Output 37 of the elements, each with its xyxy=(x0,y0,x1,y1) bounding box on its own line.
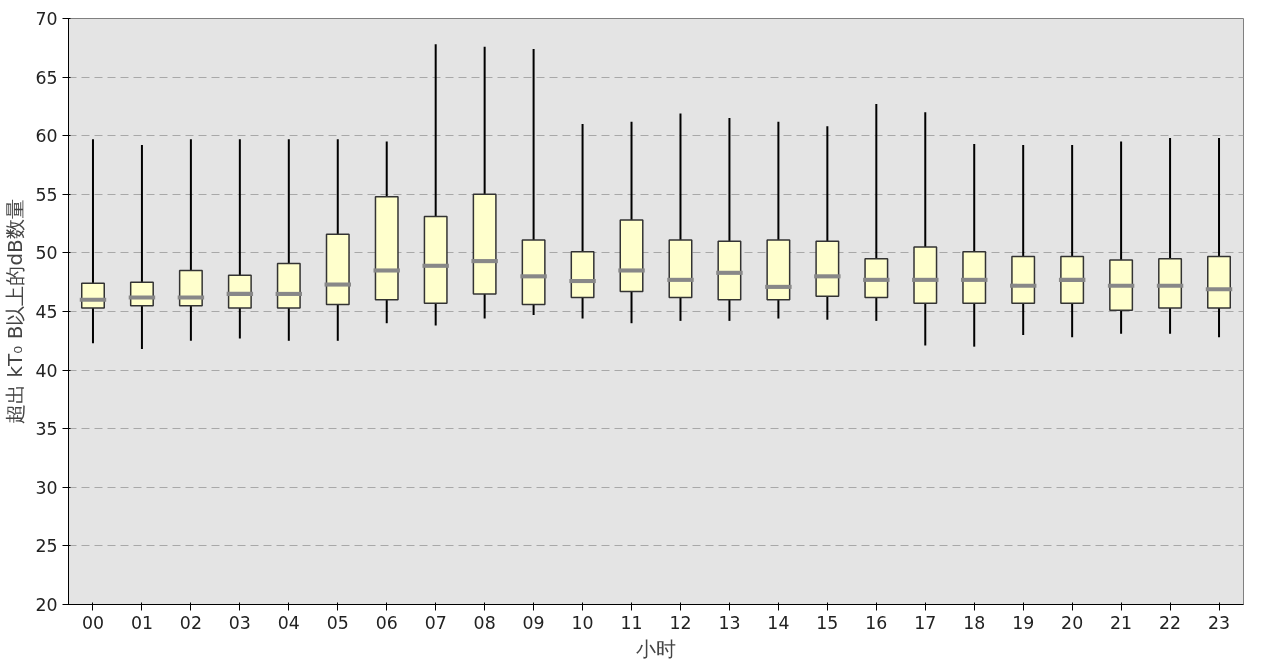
x-tick-label: 12 xyxy=(669,612,692,633)
x-tick-label: 19 xyxy=(1012,612,1035,633)
x-tick-label: 22 xyxy=(1159,612,1182,633)
y-tick-label: 30 xyxy=(35,477,58,498)
y-tick-label: 65 xyxy=(35,67,58,88)
y-tick-label: 20 xyxy=(35,595,58,615)
x-tick-label: 02 xyxy=(179,612,202,633)
x-tick-label: 09 xyxy=(522,612,545,633)
y-tick-label: 40 xyxy=(35,360,58,381)
x-tick-label: 06 xyxy=(375,612,398,633)
x-tick-label: 00 xyxy=(81,612,105,633)
y-tick-label: 25 xyxy=(35,536,58,557)
x-tick-label: 05 xyxy=(326,612,349,633)
x-tick-label: 01 xyxy=(130,612,153,633)
x-tick-label: 15 xyxy=(816,612,839,633)
x-tick-label: 16 xyxy=(865,612,888,633)
x-tick-label: 23 xyxy=(1208,612,1231,633)
x-tick-label: 13 xyxy=(718,612,741,633)
x-tick-label: 14 xyxy=(767,612,790,633)
y-tick-label: 55 xyxy=(35,184,58,205)
x-tick-label: 17 xyxy=(914,612,937,633)
y-tick-label: 60 xyxy=(35,126,58,147)
x-tick-label: 10 xyxy=(571,612,594,633)
x-tick-label: 18 xyxy=(963,612,986,633)
x-tick-label: 03 xyxy=(228,612,251,633)
x-tick-label: 21 xyxy=(1110,612,1133,633)
x-tick-label: 20 xyxy=(1061,612,1084,633)
y-tick-label: 35 xyxy=(35,419,58,440)
x-tick-label: 04 xyxy=(277,612,300,633)
y-tick-label: 50 xyxy=(35,243,58,264)
y-tick-label: 70 xyxy=(35,9,58,29)
x-tick-label: 11 xyxy=(620,612,643,633)
y-tick-label: 45 xyxy=(35,302,58,322)
y-axis-title: 超出 kT₀ B以上的dB数量 xyxy=(3,199,28,424)
x-tick-label: 08 xyxy=(473,612,496,633)
x-tick-label: 07 xyxy=(424,612,447,633)
x-axis-title: 小时 xyxy=(636,636,676,661)
